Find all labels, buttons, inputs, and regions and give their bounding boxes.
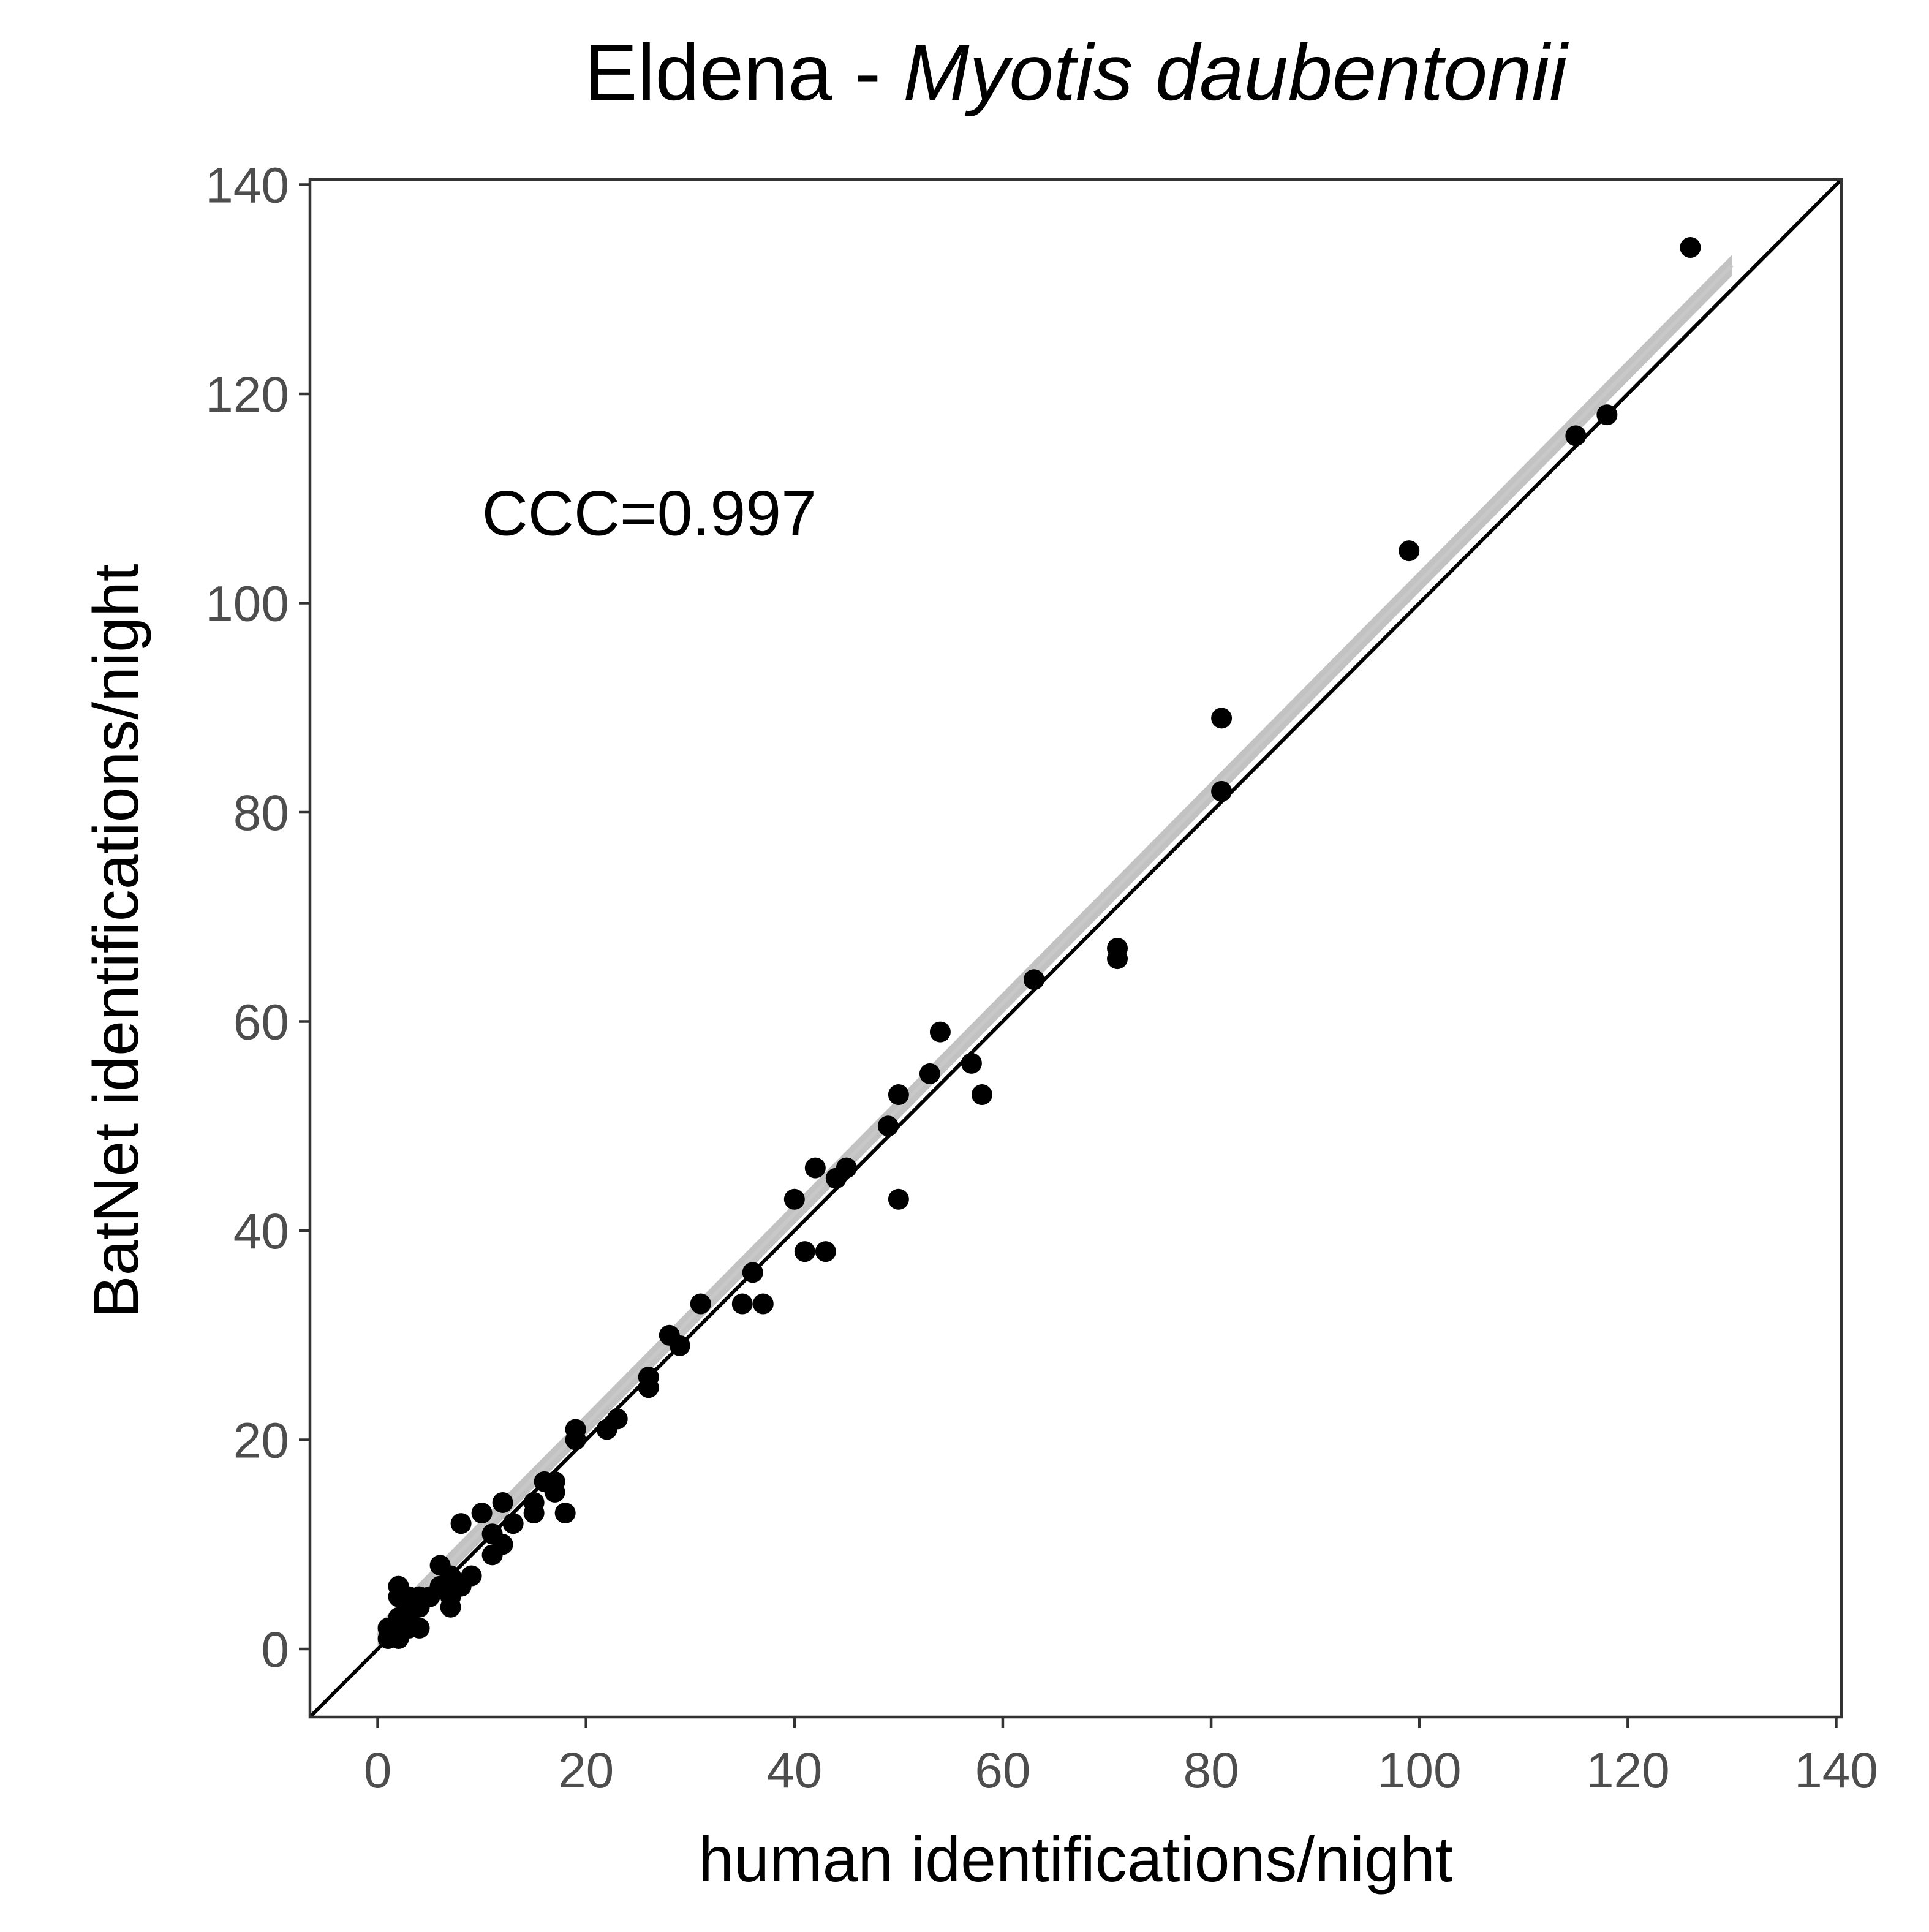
x-tick-label: 20 <box>558 1743 614 1798</box>
x-tick-label: 100 <box>1378 1743 1462 1798</box>
data-point <box>794 1241 815 1262</box>
y-tick-label: 40 <box>233 1204 289 1259</box>
data-point <box>1211 780 1233 802</box>
data-point <box>1023 969 1044 991</box>
x-tick-label: 40 <box>766 1743 822 1798</box>
data-point <box>492 1492 513 1513</box>
data-point <box>1680 236 1701 258</box>
data-point <box>554 1503 576 1524</box>
data-point <box>606 1408 628 1430</box>
y-tick-label: 0 <box>261 1622 289 1678</box>
data-point <box>804 1157 826 1179</box>
data-point <box>742 1262 763 1283</box>
data-point <box>523 1492 545 1513</box>
data-point <box>471 1503 493 1524</box>
panel-border <box>308 178 1843 1719</box>
y-tick-label: 140 <box>205 158 289 214</box>
fit-line <box>376 263 1734 1637</box>
data-point <box>450 1513 472 1534</box>
data-point <box>1399 540 1420 562</box>
data-point <box>1596 404 1618 426</box>
x-tick-label: 0 <box>364 1743 392 1798</box>
data-point <box>690 1293 711 1315</box>
ccc-annotation: CCC=0.997 <box>482 478 817 549</box>
y-tick-label: 120 <box>205 367 289 423</box>
data-point <box>461 1565 482 1587</box>
data-point <box>919 1063 940 1084</box>
x-tick-label: 60 <box>975 1743 1030 1798</box>
data-point <box>961 1052 982 1074</box>
data-point <box>544 1471 565 1492</box>
axes: 0 20 40 60 80 100 120 140 0 20 40 60 80 100 120 140 <box>205 158 1878 1798</box>
data-point <box>409 1617 430 1639</box>
chart-title: Eldena - Myotis daubentonii <box>584 28 1569 117</box>
data-point <box>565 1419 586 1440</box>
data-point <box>1107 938 1128 959</box>
x-tick-label: 140 <box>1794 1743 1878 1798</box>
x-tick-label: 80 <box>1183 1743 1239 1798</box>
y-tick-label: 100 <box>205 576 289 632</box>
x-axis-title: human identifications/night <box>698 1824 1453 1895</box>
data-point <box>492 1534 513 1555</box>
data-point <box>929 1021 951 1043</box>
data-point <box>1565 425 1587 447</box>
y-axis-title: BatNet identifications/night <box>81 564 152 1318</box>
data-point <box>669 1335 690 1356</box>
data-point <box>877 1115 899 1137</box>
data-point <box>888 1084 909 1106</box>
data-point <box>638 1367 659 1388</box>
data-point <box>502 1513 524 1534</box>
chart-title-site: Eldena - <box>584 28 903 117</box>
y-tick-label: 60 <box>233 995 289 1051</box>
data-point <box>888 1188 909 1210</box>
identity-line <box>310 179 1841 1717</box>
data-point <box>815 1241 836 1262</box>
data-point <box>731 1293 753 1315</box>
x-tick-label: 120 <box>1586 1743 1670 1798</box>
data-point <box>783 1188 805 1210</box>
data-point <box>836 1157 857 1179</box>
data-point <box>1211 708 1233 729</box>
chart-title-species: Myotis daubentonii <box>903 28 1569 117</box>
y-tick-label: 80 <box>233 785 289 841</box>
plot-area <box>310 179 1841 1717</box>
data-point <box>971 1084 992 1106</box>
data-point <box>752 1293 774 1315</box>
y-tick-label: 20 <box>233 1413 289 1469</box>
